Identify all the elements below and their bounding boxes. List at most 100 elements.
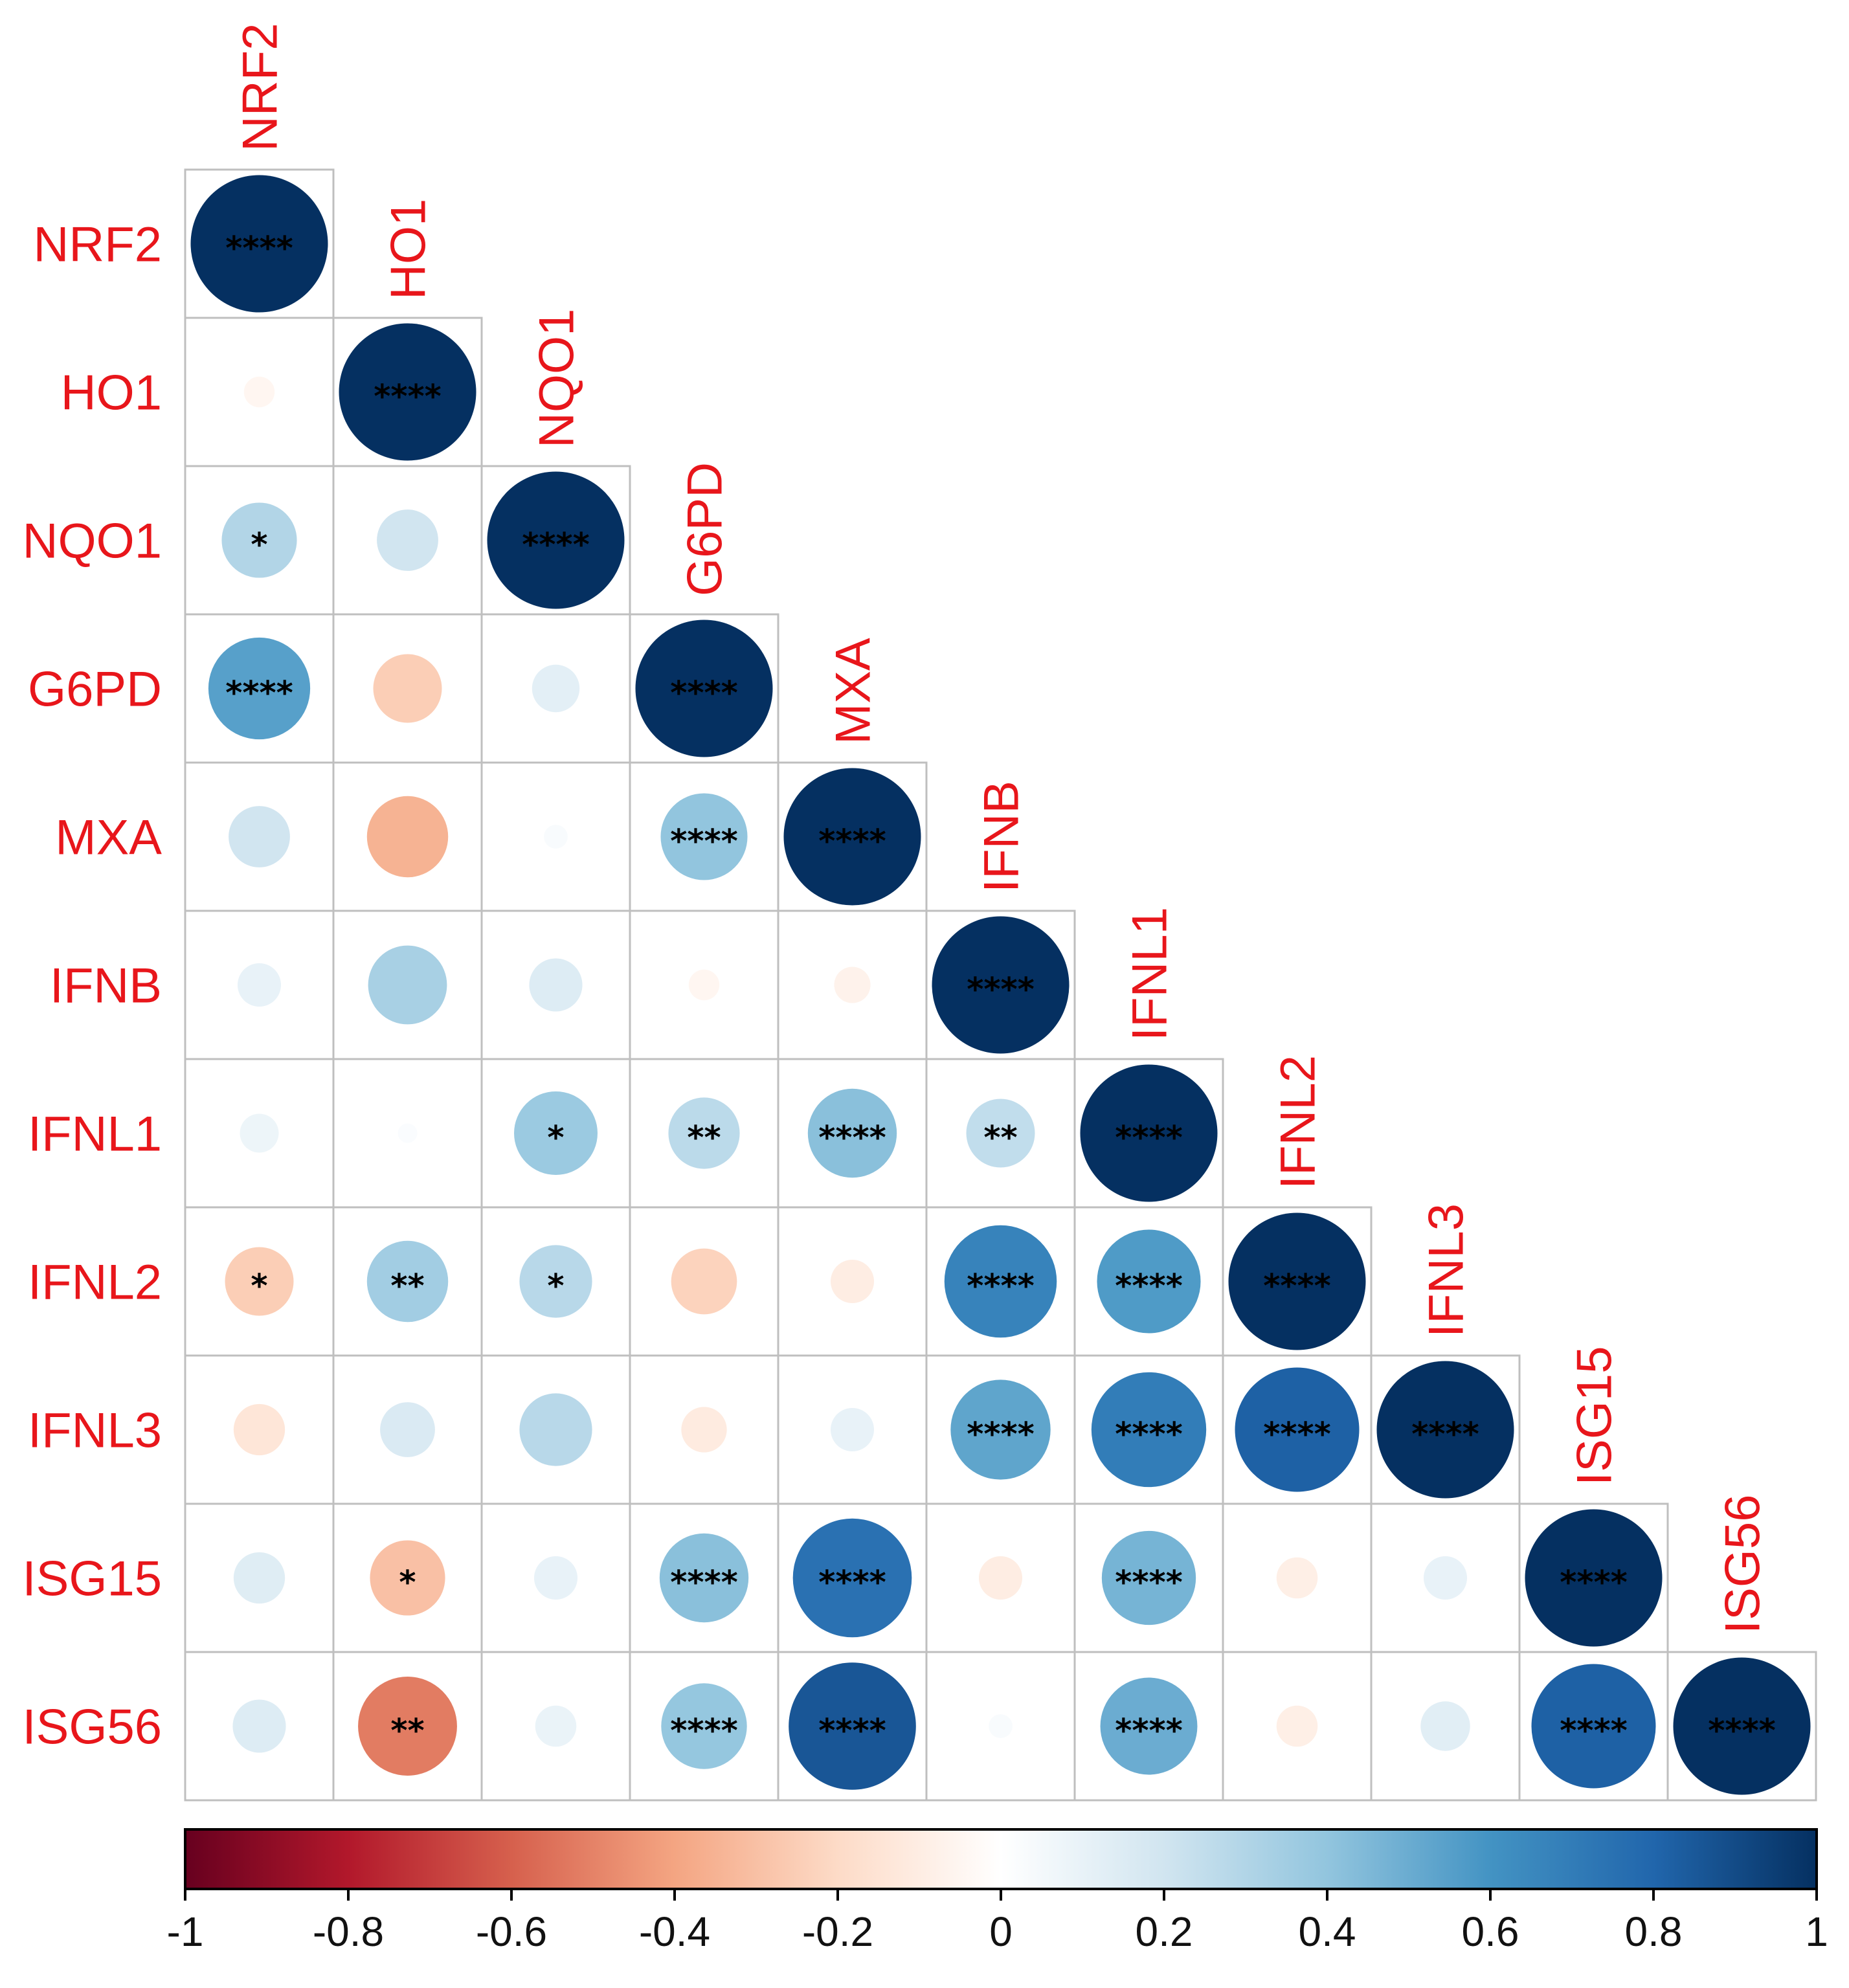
col-label-NRF2: NRF2: [233, 23, 288, 151]
sig-IFNL3-IFNL1: ****: [1115, 1416, 1183, 1453]
colorbar-tick-label: 0.6: [1462, 1908, 1519, 1955]
sig-ISG15-IFNL1: ****: [1115, 1564, 1183, 1602]
col-label-MXA: MXA: [826, 638, 881, 744]
circle-MXA-NRF2: [229, 806, 290, 867]
circle-MXA-HO1: [366, 796, 449, 878]
sig-IFNL3-IFNB: ****: [967, 1416, 1035, 1453]
row-label-HO1: HO1: [61, 366, 162, 421]
correlation-circles: [190, 175, 1811, 1795]
sig-ISG56-IFNL1: ****: [1115, 1712, 1183, 1750]
circle-MXA-MXA: [783, 768, 921, 906]
circle-NQO1-NQO1: [487, 471, 625, 609]
circle-IFNL3-NRF2: [233, 1403, 286, 1456]
col-label-HO1: HO1: [381, 199, 436, 300]
variable-labels: NRF2 NRF2 HO1 HO1 NQO1 NQO1 G6PD G6PD MXA MXA IFNB…: [23, 23, 1771, 1755]
col-label-IFNL3: IFNL3: [1419, 1203, 1474, 1337]
circle-ISG15-IFNL2: [1276, 1557, 1318, 1599]
row-label-ISG56: ISG56: [23, 1700, 162, 1755]
circle-IFNL3-NQO1: [519, 1393, 592, 1466]
row-label-IFNL2: IFNL2: [28, 1255, 162, 1310]
circle-ISG56-NRF2: [232, 1699, 286, 1753]
col-label-IFNB: IFNB: [974, 781, 1029, 893]
circle-IFNL2-NQO1: [519, 1245, 592, 1318]
sig-ISG15-G6PD: ****: [670, 1564, 738, 1602]
cell-IFNL1-NRF2: [184, 1058, 335, 1209]
row-label-NRF2: NRF2: [34, 218, 162, 273]
colorbar-tick-label: -0.4: [639, 1908, 710, 1955]
circle-ISG15-IFNL3: [1423, 1556, 1468, 1600]
circle-IFNL2-IFNB: [944, 1225, 1057, 1338]
sig-IFNL2-NQO1: *: [547, 1268, 564, 1305]
sig-IFNB-IFNB: ****: [967, 971, 1035, 1009]
circle-ISG56-G6PD: [661, 1683, 747, 1769]
circle-IFNL3-IFNL1: [1091, 1372, 1207, 1488]
cell-G6PD-HO1: [332, 613, 483, 764]
col-label-IFNL2: IFNL2: [1271, 1055, 1326, 1189]
circle-IFNL3-IFNB: [950, 1379, 1051, 1480]
circle-IFNL1-G6PD: [668, 1097, 740, 1169]
circle-ISG56-IFNL2: [1276, 1705, 1318, 1747]
circle-HO1-NRF2: [243, 376, 275, 408]
sig-MXA-MXA: ****: [818, 823, 886, 860]
col-label-ISG56: ISG56: [1716, 1495, 1771, 1634]
circle-ISG56-IFNL3: [1420, 1701, 1470, 1751]
circle-NQO1-NRF2: [221, 502, 297, 578]
circle-IFNB-IFNB: [932, 916, 1070, 1054]
sig-IFNL1-IFNL1: ****: [1115, 1119, 1183, 1157]
circle-IFNB-NQO1: [529, 958, 583, 1012]
circle-ISG15-MXA: [792, 1518, 912, 1638]
col-label-ISG15: ISG15: [1567, 1346, 1622, 1486]
sig-NQO1-NQO1: ****: [522, 526, 590, 564]
circle-IFNL1-MXA: [807, 1088, 897, 1178]
circle-IFNL2-MXA: [830, 1259, 875, 1304]
sig-ISG56-G6PD: ****: [670, 1712, 738, 1750]
sig-IFNL1-NQO1: *: [547, 1119, 564, 1157]
row-label-IFNL1: IFNL1: [28, 1107, 162, 1162]
circle-ISG15-IFNL1: [1101, 1530, 1196, 1625]
colorbar: -1 -0.8 -0.6 -0.4 -0.2 0 0.2 0.4 0.6 0.8 1: [167, 1828, 1828, 1955]
colorbar-tick-label: 0.8: [1625, 1908, 1683, 1955]
colorbar-tick-label: 0.2: [1136, 1908, 1193, 1955]
circle-IFNL1-NQO1: [514, 1091, 598, 1175]
sig-G6PD-G6PD: ****: [670, 675, 738, 712]
circle-ISG15-IFNB: [978, 1556, 1023, 1600]
circle-IFNL2-IFNL2: [1228, 1212, 1366, 1350]
sig-ISG15-ISG15: ****: [1560, 1564, 1628, 1602]
circle-IFNL2-NRF2: [225, 1247, 294, 1316]
colorbar-tick-label: -0.8: [313, 1908, 384, 1955]
significance-markers: ********* ******** ******** ********* ** ****…: [225, 230, 1776, 1750]
colorbar-gradient: [184, 1828, 1818, 1890]
sig-ISG56-ISG15: ****: [1560, 1712, 1628, 1750]
circle-ISG56-MXA: [789, 1662, 916, 1790]
sig-IFNL2-IFNL1: ****: [1115, 1268, 1183, 1305]
sig-IFNL3-IFNL3: ****: [1411, 1416, 1479, 1453]
circle-ISG56-ISG56: [1673, 1657, 1811, 1795]
circle-ISG56-IFNB: [989, 1714, 1013, 1738]
sig-ISG56-HO1: **: [390, 1712, 424, 1750]
circle-IFNL2-IFNL1: [1097, 1229, 1201, 1334]
sig-IFNL1-G6PD: **: [687, 1119, 721, 1157]
circle-IFNL3-IFNL2: [1235, 1367, 1360, 1492]
circle-IFNL1-NRF2: [240, 1113, 279, 1153]
sig-HO1-HO1: ****: [374, 378, 442, 416]
sig-NRF2-NRF2: ****: [225, 230, 293, 267]
circle-MXA-NQO1: [544, 825, 568, 849]
colorbar-tick-label: -0.2: [802, 1908, 873, 1955]
col-label-IFNL1: IFNL1: [1123, 907, 1178, 1041]
sig-IFNL2-HO1: **: [390, 1268, 424, 1305]
circle-IFNB-HO1: [368, 945, 447, 1025]
row-label-G6PD: G6PD: [28, 662, 162, 717]
circle-ISG15-HO1: [370, 1540, 445, 1616]
sig-IFNL2-NRF2: *: [251, 1268, 267, 1305]
circle-G6PD-NRF2: [208, 637, 311, 740]
circle-IFNB-NRF2: [237, 963, 282, 1007]
circle-G6PD-HO1: [373, 654, 442, 723]
circle-IFNL1-IFNB: [966, 1099, 1035, 1168]
colorbar-tick-label: 0.4: [1299, 1908, 1356, 1955]
sig-ISG56-MXA: ****: [818, 1712, 886, 1750]
circle-IFNB-MXA: [834, 966, 871, 1003]
cell-IFNL3-NQO1: [480, 1354, 631, 1505]
circle-ISG15-NRF2: [233, 1552, 286, 1604]
cell-MXA-G6PD: [629, 761, 779, 912]
row-label-NQO1: NQO1: [23, 514, 162, 569]
